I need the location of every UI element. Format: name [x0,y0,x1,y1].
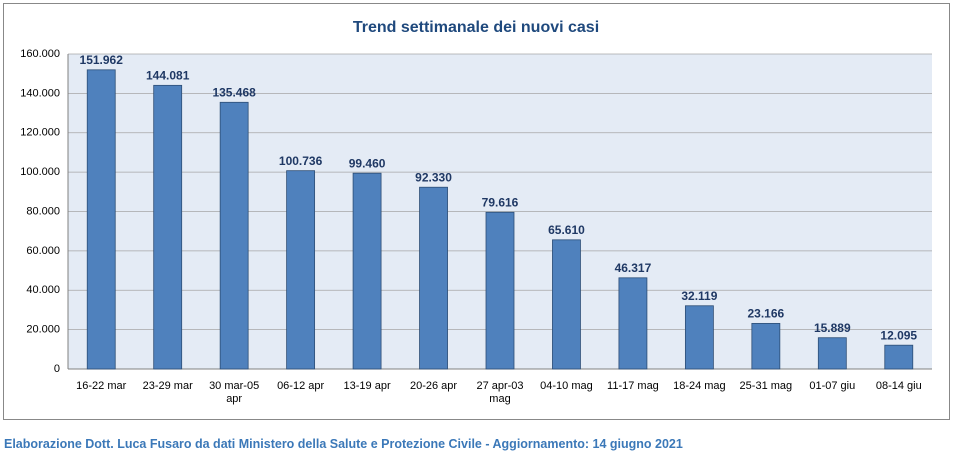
y-tick-label: 40.000 [26,284,60,296]
data-label: 92.330 [415,170,452,184]
x-tick-label: 23-29 mar [142,380,193,392]
bar [153,84,183,370]
x-tick-label: 11-17 mag [607,380,659,392]
data-label: 32.119 [681,289,717,303]
x-tick-label: 04-10 mag [540,380,593,392]
x-tick-label: 27 apr-03 mag [476,380,524,405]
bar [817,337,847,370]
bar [485,211,515,370]
bar [352,172,382,370]
source-note: Elaborazione Dott. Luca Fusaro da dati M… [4,437,683,451]
bar [884,344,914,370]
bar [684,305,714,370]
data-label: 23.166 [747,307,784,321]
bar [419,186,448,370]
data-label: 65.610 [548,223,585,237]
y-tick-label: 0 [54,363,60,375]
data-label: 79.616 [482,195,519,209]
data-label: 15.889 [814,321,851,335]
y-tick-label: 100.000 [20,166,60,178]
x-tick-label: 13-19 apr [343,380,391,392]
bar [219,101,249,370]
bar [86,69,116,370]
data-label: 135.468 [212,85,256,99]
bar [751,322,781,370]
data-label: 46.317 [615,261,652,275]
data-label: 144.081 [146,69,190,83]
y-tick-label: 20.000 [26,324,60,336]
chart: Trend settimanale dei nuovi casi 0 20.000… [3,3,950,420]
chart-title: Trend settimanale dei nuovi casi [353,19,599,36]
x-tick-label: 20-26 apr [409,380,458,392]
x-tick-label: 08-14 giu [875,380,922,392]
x-tick-label: 18-24 mag [673,380,726,392]
x-tick-label: 30 mar-05 apr [209,380,260,405]
bar [618,277,648,370]
y-tick-label: 120.000 [20,127,60,139]
data-label: 99.460 [349,156,386,170]
bar [286,170,316,370]
y-tick-label: 60.000 [26,245,60,257]
x-tick-label: 25-31 mag [739,380,793,392]
bar [552,239,581,370]
x-tick-label: 06-12 apr [277,380,325,392]
y-tick-label: 80.000 [26,205,60,217]
data-label: 151.962 [80,53,124,67]
data-label: 12.095 [880,328,917,342]
data-label: 100.736 [279,154,323,168]
x-tick-label: 16-22 mar [76,380,127,392]
y-tick-label: 160.000 [20,48,60,60]
x-tick-label: 01-07 giu [809,380,856,392]
y-tick-label: 140.000 [20,87,60,99]
